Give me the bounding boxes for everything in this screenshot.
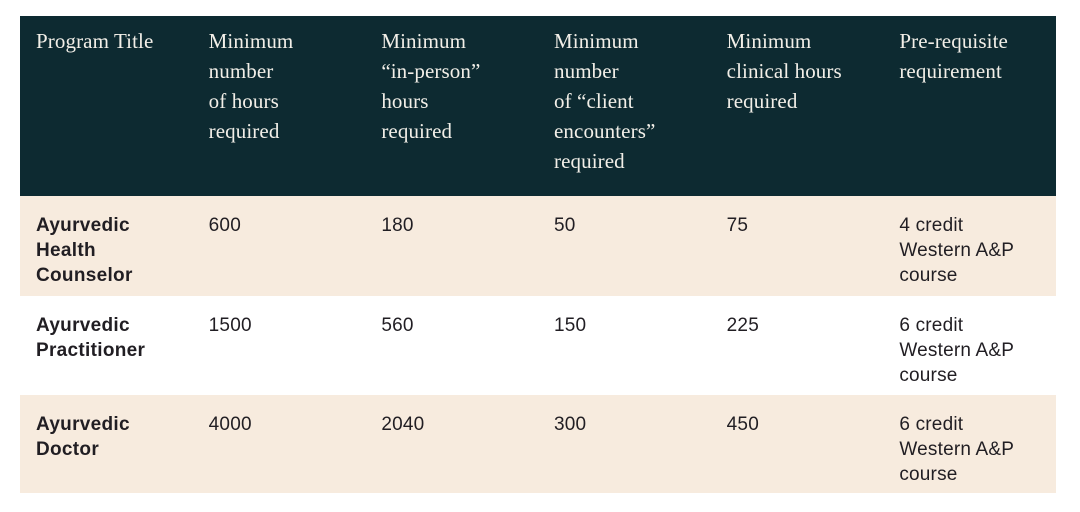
cell-prerequisite: 6 credit Western A&P course [899,315,1014,386]
table-row-doctor: Ayurvedic Doctor 4000 2040 300 450 6 cre… [20,395,1056,493]
column-header-client-encounters: Minimum number of “client encounters” re… [554,29,656,173]
cell-prerequisite: 4 credit Western A&P course [899,215,1014,286]
cell-in-person-hours: 180 [381,215,414,236]
cell-program-title: Ayurvedic Doctor [36,414,130,460]
cell-client-encounters: 50 [554,215,576,236]
column-header-prerequisite: Pre-requisite requirement [899,29,1008,83]
program-requirements-table: Program Title Minimum number of hours re… [20,16,1056,493]
cell-prerequisite: 6 credit Western A&P course [899,414,1014,485]
column-header-program-title: Program Title [36,29,154,53]
table-row-health-counselor: Ayurvedic Health Counselor 600 180 50 75… [20,196,1056,296]
cell-program-title: Ayurvedic Practitioner [36,315,146,361]
cell-clinical-hours: 225 [726,315,759,336]
cell-client-encounters: 150 [554,315,587,336]
cell-in-person-hours: 560 [381,315,414,336]
cell-min-hours: 600 [208,215,241,236]
cell-client-encounters: 300 [554,414,587,435]
column-header-min-hours: Minimum number of hours required [208,29,294,143]
cell-min-hours: 1500 [208,315,252,336]
table-header-row: Program Title Minimum number of hours re… [20,16,1056,196]
column-header-in-person-hours: Minimum “in-person” hours required [381,29,481,143]
cell-in-person-hours: 2040 [381,414,425,435]
cell-clinical-hours: 450 [726,414,759,435]
cell-clinical-hours: 75 [726,215,749,236]
column-header-clinical-hours: Minimum clinical hours required [726,29,842,113]
cell-program-title: Ayurvedic Health Counselor [36,215,133,286]
cell-min-hours: 4000 [208,414,252,435]
table-row-practitioner: Ayurvedic Practitioner 1500 560 150 225 … [20,296,1056,395]
